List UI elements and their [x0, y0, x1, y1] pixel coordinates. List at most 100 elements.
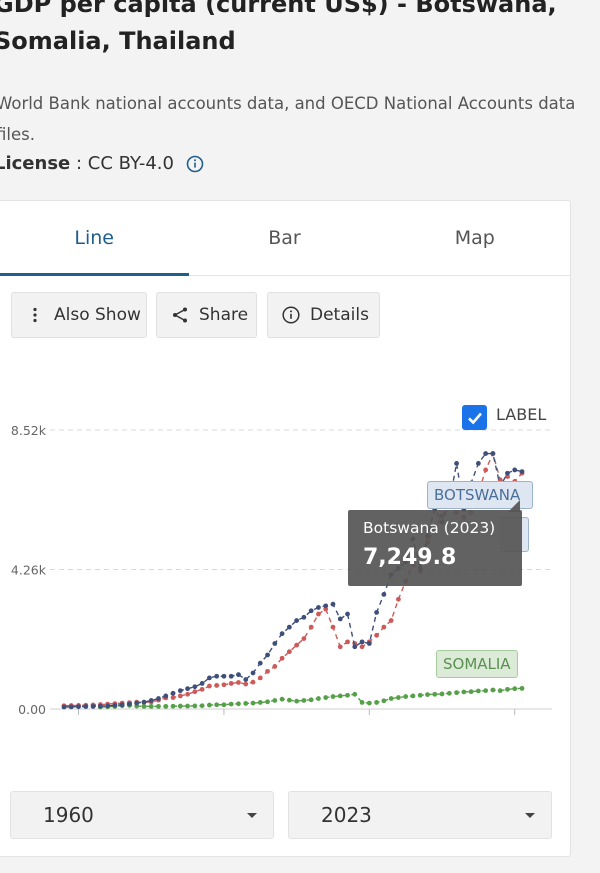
data-point-somalia [236, 701, 241, 707]
data-point-somalia [192, 703, 198, 709]
also-show-label: Also Show [54, 305, 141, 325]
data-point-botswana [250, 670, 256, 676]
data-point-botswana [127, 701, 132, 707]
data-point-thailand [337, 644, 343, 650]
data-point-botswana [134, 700, 140, 706]
data-point-thailand [185, 691, 190, 697]
data-point-somalia [323, 695, 329, 700]
data-point-thailand [221, 682, 227, 688]
data-point-thailand [381, 624, 387, 630]
start-year-select[interactable]: 1960 [10, 791, 274, 839]
data-point-somalia [490, 687, 496, 693]
data-point-somalia [439, 691, 445, 697]
data-point-thailand [272, 664, 278, 669]
tooltip-arrow [508, 500, 520, 512]
data-point-botswana [374, 609, 380, 615]
data-point-somalia [301, 698, 307, 703]
end-year-value: 2023 [321, 803, 372, 827]
data-point-somalia [221, 702, 227, 708]
license-separator: : [70, 153, 88, 174]
data-point-thailand [308, 624, 314, 630]
data-point-botswana [454, 461, 459, 466]
data-point-thailand [257, 675, 263, 681]
data-point-thailand [483, 467, 489, 473]
data-point-botswana [170, 690, 176, 696]
data-point-somalia [417, 692, 423, 698]
y-tick-label: 0.00 [18, 702, 46, 717]
data-point-thailand [214, 683, 220, 688]
data-point-somalia [366, 700, 372, 706]
data-point-botswana [352, 644, 358, 650]
license-label: License [0, 153, 71, 174]
data-point-botswana [221, 673, 227, 679]
data-point-thailand [199, 686, 205, 692]
more-vertical-icon [26, 306, 44, 324]
details-button[interactable]: Details [267, 292, 380, 338]
data-point-somalia [388, 696, 394, 701]
data-point-botswana [112, 702, 118, 708]
data-point-thailand [374, 632, 380, 638]
label-checkbox[interactable] [462, 405, 487, 430]
data-point-botswana [83, 704, 89, 709]
license-line: License : CC BY-4.0 [0, 153, 204, 174]
chevron-down-icon [247, 812, 257, 818]
data-point-botswana [105, 703, 111, 709]
data-point-botswana [119, 702, 125, 708]
data-point-botswana [366, 641, 372, 646]
data-point-botswana [228, 673, 234, 679]
data-point-botswana [475, 461, 481, 466]
data-point-somalia [483, 688, 489, 694]
data-point-botswana [483, 451, 489, 456]
info-icon [282, 306, 300, 324]
data-point-botswana [177, 688, 183, 694]
data-point-botswana [505, 470, 510, 476]
series-tag-somalia: SOMALIA [436, 650, 518, 678]
data-point-somalia [265, 699, 270, 705]
data-point-botswana [163, 693, 169, 699]
data-point-somalia [425, 692, 430, 697]
data-point-somalia [352, 691, 358, 697]
data-point-botswana [294, 618, 300, 623]
data-point-botswana [323, 603, 329, 609]
data-point-somalia [308, 697, 314, 703]
data-point-somalia [454, 690, 459, 696]
data-point-thailand [388, 618, 394, 623]
data-point-somalia [214, 702, 220, 708]
data-point-somalia [512, 686, 518, 692]
tab-line[interactable]: Line [0, 201, 190, 276]
data-point-somalia [294, 698, 300, 704]
data-point-somalia [206, 702, 212, 708]
tooltip-title: Botswana (2023) [363, 519, 496, 537]
data-point-thailand [228, 681, 234, 686]
data-point-botswana [156, 696, 161, 701]
page-title: GDP per capita (current US$) - Botswana,… [0, 0, 557, 55]
data-point-thailand [294, 642, 300, 648]
data-point-somalia [505, 686, 510, 692]
data-point-thailand [330, 624, 336, 630]
data-point-somalia [446, 690, 452, 696]
info-icon[interactable] [186, 155, 204, 173]
data-point-botswana [337, 616, 343, 622]
data-point-thailand [206, 683, 212, 689]
data-point-botswana [512, 467, 518, 473]
tab-bar[interactable]: Bar [268, 227, 301, 249]
data-point-botswana [243, 677, 249, 682]
end-year-select[interactable]: 2023 [288, 791, 552, 839]
label-toggle-text: LABEL [496, 405, 547, 424]
share-label: Share [199, 305, 249, 325]
data-point-somalia [148, 703, 154, 709]
data-point-somalia [330, 694, 336, 699]
tab-map[interactable]: Map [454, 227, 495, 249]
data-point-thailand [396, 596, 401, 602]
data-point-botswana [330, 601, 336, 607]
data-point-botswana [316, 605, 321, 610]
data-point-somalia [316, 696, 321, 701]
data-point-somalia [243, 701, 249, 706]
data-point-botswana [192, 684, 198, 690]
also-show-button[interactable]: Also Show [11, 292, 147, 338]
data-point-somalia [359, 700, 365, 705]
data-point-thailand [192, 689, 198, 695]
share-button[interactable]: Share [156, 292, 257, 338]
checkmark-icon [467, 412, 482, 424]
data-point-somalia [272, 698, 278, 703]
